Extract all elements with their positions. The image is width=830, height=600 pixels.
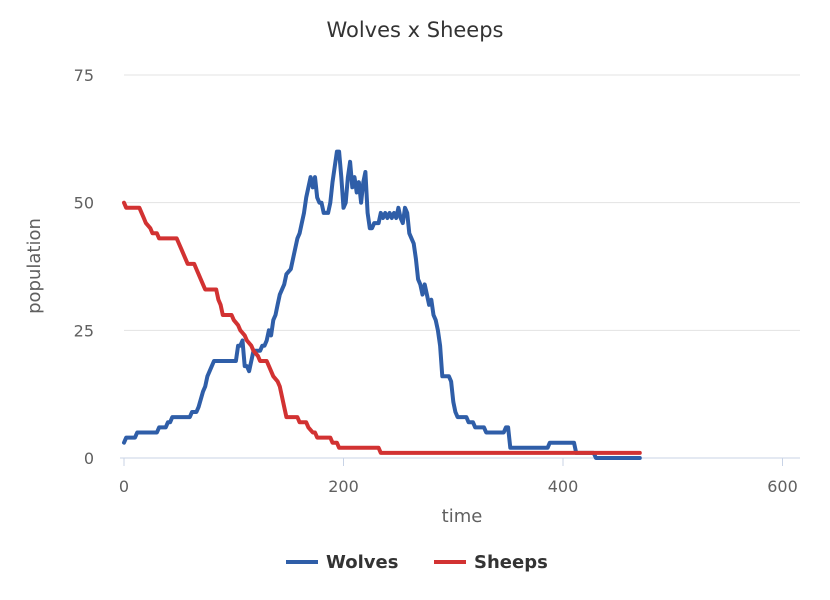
chart-title: Wolves x Sheeps bbox=[326, 18, 503, 42]
legend-label-sheeps: Sheeps bbox=[474, 552, 548, 573]
series-line-wolves bbox=[122, 149, 642, 460]
x-tick-label: 200 bbox=[328, 477, 359, 496]
legend-label-wolves: Wolves bbox=[326, 552, 398, 573]
y-tick-label: 75 bbox=[74, 66, 94, 85]
tick-labels: 0 25 50 75 0 200 400 600 bbox=[74, 66, 798, 496]
y-tick-label: 0 bbox=[84, 449, 94, 468]
x-tick-label: 400 bbox=[548, 477, 579, 496]
legend-item-wolves[interactable]: Wolves bbox=[286, 552, 398, 573]
x-tick-label: 0 bbox=[119, 477, 129, 496]
legend-item-sheeps[interactable]: Sheeps bbox=[434, 552, 548, 573]
grid-lines bbox=[120, 74, 800, 466]
x-tick-label: 600 bbox=[767, 477, 798, 496]
legend[interactable]: Wolves Sheeps bbox=[286, 552, 548, 573]
series-group bbox=[122, 149, 642, 460]
series-line-sheeps bbox=[122, 200, 642, 455]
y-tick-label: 50 bbox=[74, 194, 94, 213]
y-axis-title: population bbox=[24, 218, 45, 314]
x-axis-title: time bbox=[442, 506, 483, 527]
y-tick-label: 25 bbox=[74, 321, 94, 340]
